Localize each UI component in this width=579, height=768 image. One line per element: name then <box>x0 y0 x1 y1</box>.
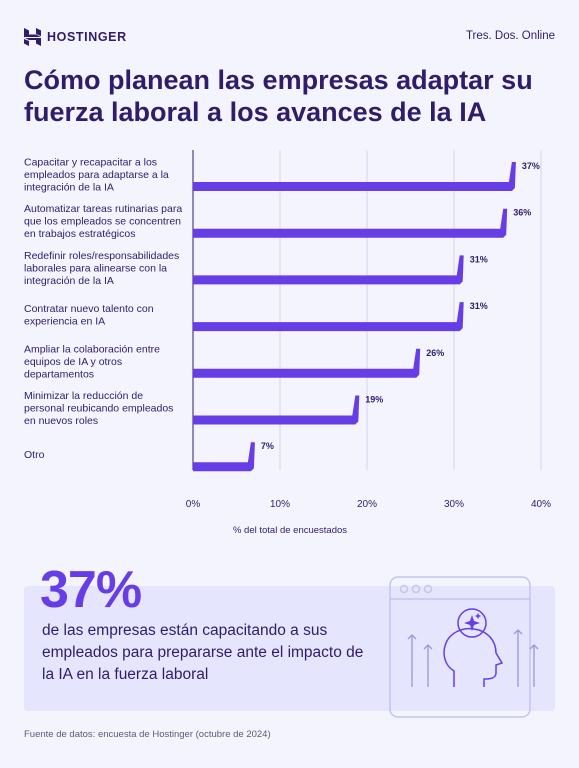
bar <box>193 162 516 191</box>
category-label-line: en trabajos estratégicos <box>24 228 135 240</box>
lightbulb-head-icon <box>389 576 539 718</box>
brand-logo[interactable]: HOSTINGER <box>24 28 127 46</box>
category-label-line: departamentos <box>24 368 94 380</box>
bar-value-label: 31% <box>470 301 488 311</box>
bar <box>193 442 255 472</box>
callout-text: de las empresas están capacitando a sus … <box>42 622 364 683</box>
brand-tagline: Tres. Dos. Online <box>465 30 555 42</box>
data-source: Fuente de datos: encuesta de Hostinger (… <box>24 729 271 740</box>
x-tick-label: 30% <box>444 499 464 510</box>
category-label-line: Ampliar la colaboración entre <box>24 343 160 355</box>
bar <box>193 395 360 425</box>
sparkle-icon <box>464 613 481 631</box>
bar <box>193 255 464 285</box>
x-tick-label: 0% <box>186 499 201 510</box>
bar-value-label: 31% <box>470 254 488 264</box>
bar-value-label: 37% <box>522 161 540 171</box>
category-label-line: Redefinir roles/responsabilidades <box>24 250 179 262</box>
category-label-line: Contratar nuevo talento con <box>24 303 154 315</box>
category-label-line: Automatizar tareas rutinarias para <box>24 203 182 215</box>
category-label-line: Minimizar la reducción de <box>24 390 143 402</box>
bar <box>193 348 421 378</box>
category-label: Minimizar la reducción de personal reubic… <box>24 390 173 427</box>
category-label-line: integración de la IA <box>24 275 114 287</box>
category-label-line: Otro <box>24 449 45 461</box>
x-axis-label: % del total de encuestados <box>233 525 347 536</box>
x-tick-label: 40% <box>531 499 551 510</box>
callout-box <box>24 586 555 711</box>
x-tick-label: 20% <box>357 499 377 510</box>
category-label-line: integración de la IA <box>24 182 114 194</box>
category-label-line: experiencia en IA <box>24 315 105 327</box>
category-label-line: empleados para adaptarse a la <box>24 169 169 181</box>
category-label-line: equipos de IA y otros <box>24 356 122 368</box>
hostinger-logo-icon <box>24 28 41 46</box>
category-label-line: Capacitar y recapacitar a los <box>24 157 157 169</box>
category-label: Redefinir roles/responsabilidades laboral… <box>24 250 179 287</box>
bar-chart: 0% 10% 20% 30% 40% % del total de encuestados… <box>24 150 551 536</box>
category-label: Capacitar y recapacitar a los empleados p… <box>24 157 169 194</box>
category-label: Otro <box>24 449 45 461</box>
bar-value-label: 7% <box>261 441 274 451</box>
category-label-line: que los empleados se concentren <box>24 216 181 228</box>
bar <box>193 302 464 332</box>
category-label: Ampliar la colaboración entre equipos de … <box>24 343 160 380</box>
callout-number: 37% <box>40 561 142 619</box>
category-label: Automatizar tareas rutinarias para que lo… <box>24 203 182 240</box>
brand-name: HOSTINGER <box>47 30 127 44</box>
category-label: Contratar nuevo talento con experiencia e… <box>24 303 154 328</box>
bar-value-label: 36% <box>513 208 531 218</box>
category-label-line: personal reubicando empleados <box>24 403 173 415</box>
bar <box>193 208 508 238</box>
x-tick-label: 10% <box>270 499 290 510</box>
bar-value-label: 19% <box>365 395 383 405</box>
header: HOSTINGER Tres. Dos. Online <box>24 28 555 48</box>
category-label-line: en nuevos roles <box>24 415 98 427</box>
bar-value-label: 26% <box>426 348 444 358</box>
category-label-line: laborales para alinearse con la <box>24 262 167 274</box>
page-title: Cómo planean las empresas adaptar su fue… <box>24 65 533 127</box>
